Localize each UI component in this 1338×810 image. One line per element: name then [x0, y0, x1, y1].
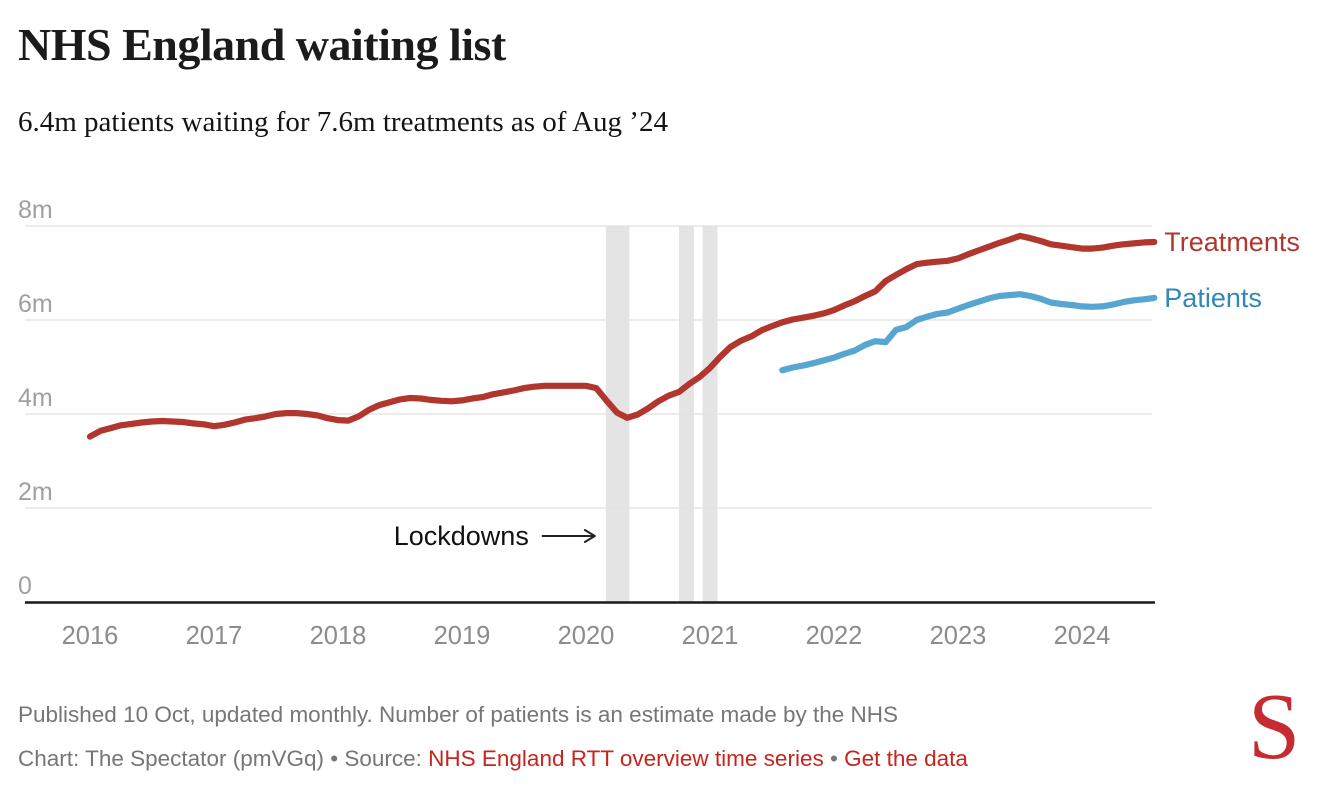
x-tick-label: 2021: [682, 622, 739, 650]
y-tick-label: 8m: [18, 196, 53, 224]
y-tick-label: 0: [18, 572, 32, 600]
waiting-list-line-chart: 0 2m 4m 6m 8m 2016 2017 2018 2019 2020 2021 2022 202…: [18, 196, 1300, 650]
x-tick-label: 2020: [558, 622, 615, 650]
credit-line: Chart: The Spectator (pmVGq) • Source: N…: [18, 746, 968, 772]
page-title: NHS England waiting list: [18, 19, 506, 70]
patients-line: [779, 291, 1158, 374]
y-tick-label: 2m: [18, 478, 53, 506]
treatments-series-label: Treatments: [1164, 227, 1300, 257]
chart-subtitle: 6.4m patients waiting for 7.6m treatment…: [18, 106, 668, 138]
patients-series-label: Patients: [1164, 283, 1262, 313]
get-the-data-link[interactable]: Get the data: [844, 746, 968, 771]
lockdowns-annotation: Lockdowns: [394, 521, 529, 551]
x-tick-label: 2022: [806, 622, 863, 650]
credit-separator: •: [823, 746, 845, 771]
spectator-logo: S: [1248, 675, 1301, 779]
x-tick-label: 2018: [310, 622, 367, 650]
credit-prefix: Chart: The Spectator (pmVGq) • Source:: [18, 746, 429, 771]
treatments-line: [86, 232, 1158, 440]
x-tick-label: 2023: [930, 622, 987, 650]
lockdowns-arrowhead: [583, 529, 596, 543]
y-tick-label: 4m: [18, 384, 53, 412]
x-tick-label: 2017: [186, 622, 243, 650]
x-tick-label: 2016: [62, 622, 119, 650]
footnote: Published 10 Oct, updated monthly. Numbe…: [18, 702, 899, 727]
x-tick-label: 2019: [434, 622, 491, 650]
y-tick-label: 6m: [18, 290, 53, 318]
source-link[interactable]: NHS England RTT overview time series: [428, 746, 824, 771]
x-tick-label: 2024: [1054, 622, 1111, 650]
